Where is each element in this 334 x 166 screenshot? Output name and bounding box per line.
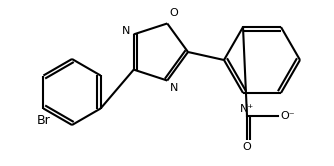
Text: O: O (242, 142, 252, 152)
Text: O⁻: O⁻ (280, 111, 295, 121)
Text: O: O (169, 8, 178, 18)
Text: Br: Br (36, 114, 50, 126)
Text: N: N (170, 83, 179, 92)
Text: N: N (122, 26, 131, 36)
Text: N⁺: N⁺ (240, 104, 254, 114)
